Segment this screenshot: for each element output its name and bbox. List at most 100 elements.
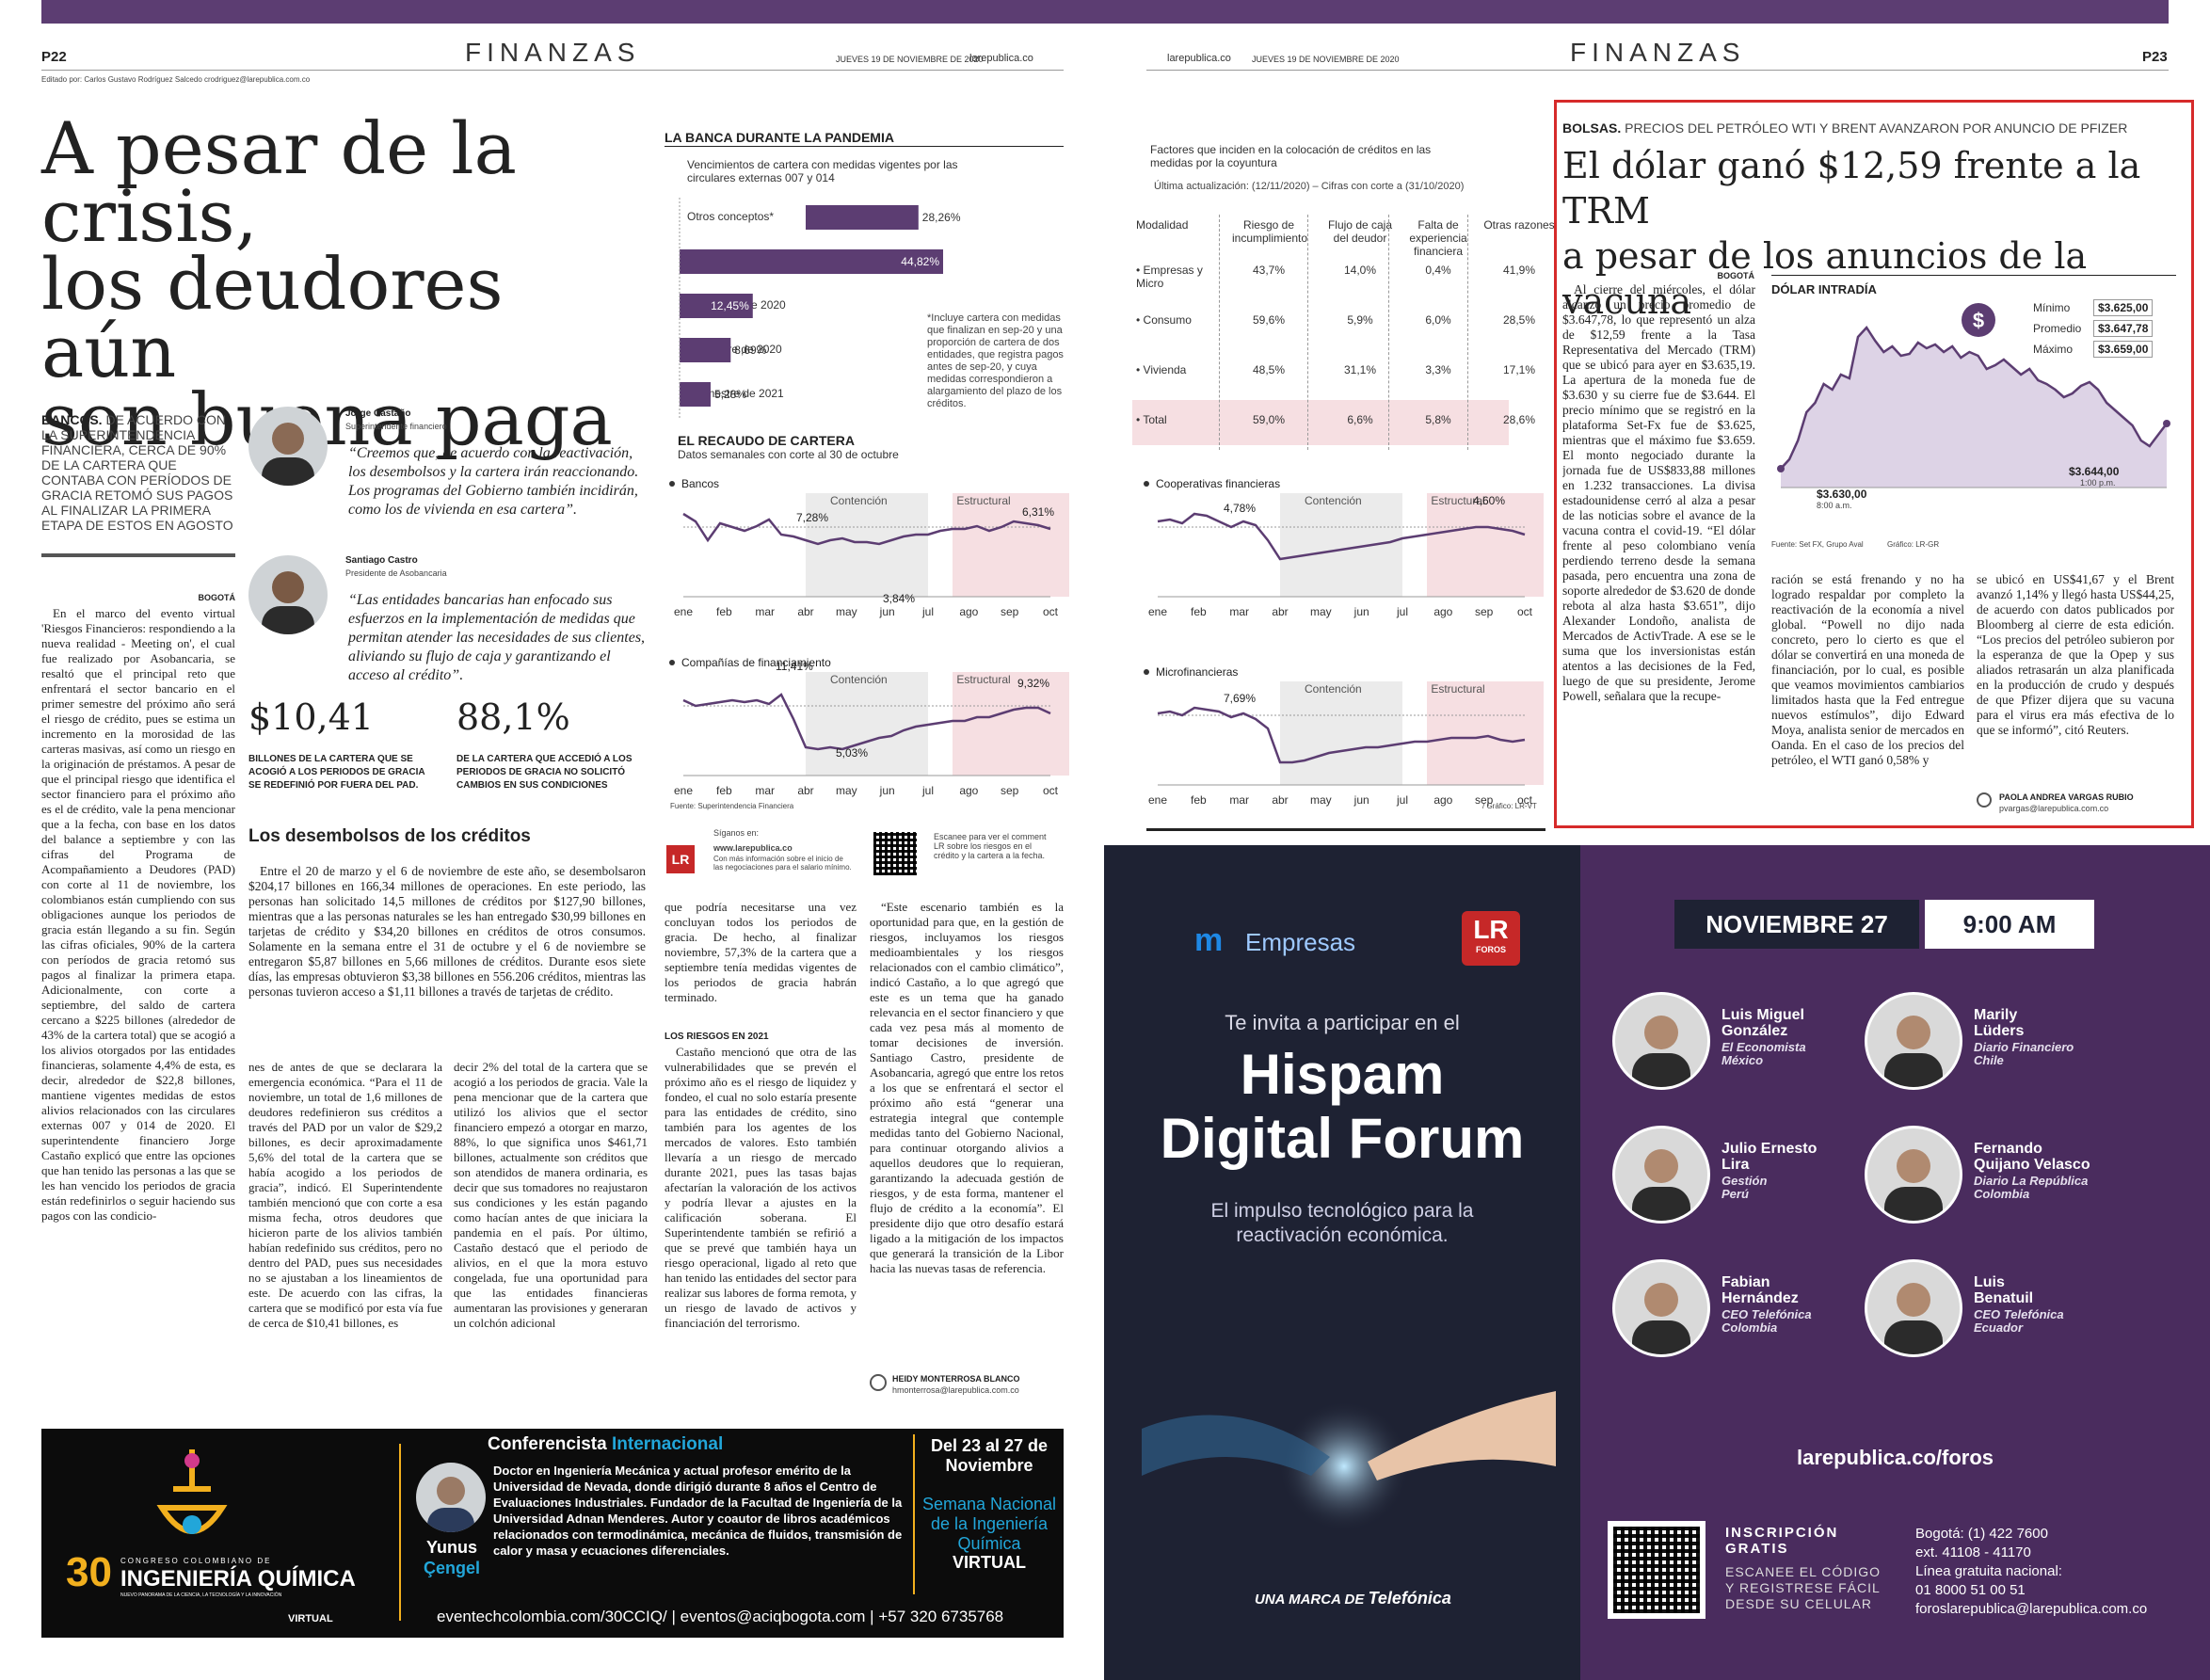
month-tick-label: abr [1272,793,1288,807]
open-point [1777,465,1785,472]
lr-logo-icon: LR [666,845,695,873]
bar-value-label: 28,26% [922,211,961,224]
month-tick-label: ago [959,605,978,618]
speaker-name: Fabian Hernández [1722,1274,1799,1306]
close-time: 1:00 p.m. [2080,478,2116,488]
zone-contencion [806,493,928,597]
article1-col5b: Castaño mencionó que otra de las vulnera… [665,1045,857,1399]
lede-line: GRACIA RETOMÓ SUS PAGOS [41,488,233,503]
forum-title-line: Hispam [1240,1043,1445,1106]
line-chart-recaudo-right: Contención Estructural Cooperativas financ… [1144,477,1544,807]
follow-site[interactable]: www.larepublica.co [713,843,793,853]
forum-brand: Empresas [1245,928,1356,956]
speaker-first: Yunus [425,1538,477,1557]
table-header: Otras razones [1483,218,1555,232]
paragraph: que podría necesitarse una vez concluyan… [665,900,857,1004]
congreso-phone[interactable]: +57 320 6735768 [878,1608,1004,1625]
bar [680,338,731,362]
chemistry-logo-icon [156,1449,228,1534]
heading-accent: Internacional [611,1434,724,1454]
congreso-heading: Conferencista Internacional [488,1434,723,1455]
forum-contact[interactable]: Bogotá: (1) 422 7600 ext. 41108 - 41170 … [1915,1525,2147,1619]
dolar-credit: Gráfico: LR-GR [1887,540,1940,549]
month-tick-label: jun [879,605,895,618]
scan-line: DESDE SU CELULAR [1725,1596,1873,1611]
table-cell: 28,6% [1502,413,1536,426]
data-label: 3,84% [883,592,915,605]
table-cell: • Consumo [1136,313,1192,327]
panel-title: Bancos [681,477,719,490]
dolar-chart-title: DÓLAR INTRADÍA [1771,282,1877,296]
forum-powered: UNA MARCA DE Telefónica [1255,1589,1451,1608]
paragraph: En el marco del evento virtual 'Riesgos … [41,606,235,1223]
article1-col1: En el marco del evento virtual 'Riesgos … [41,606,235,1399]
congreso-links[interactable]: eventechcolombia.com/30CCIQ/ | eventos@a… [437,1608,1004,1625]
dolar-intraday-chart: $ [1777,303,2170,488]
article1-headline: A pesar de la crisis, los deudores aún s… [41,113,644,456]
article2-kicker: BOLSAS. [1562,120,1622,136]
month-tick-label: may [1310,793,1332,807]
movistar-m-icon: m [1194,922,1224,958]
congreso-number: 30 [66,1549,112,1595]
hispam-forum-ad[interactable]: m Empresas LR FOROS Te invita a particip… [1104,845,2210,1680]
top-color-bar [41,0,2169,24]
article1-col4: decir 2% del total de la cartera que se … [454,1060,648,1399]
panel-title: Compañías de financiamiento [681,656,831,669]
line-chart-recaudo-left: Contención Estructural Bancos ene feb mar abr m… [669,477,1069,797]
article2-kicker-line: BOLSAS. PRECIOS DEL PETRÓLEO WTI Y BRENT… [1562,120,2127,136]
forum-subtitle-line: reactivación económica. [1236,1224,1449,1246]
speaker-org: El Economista México [1722,1040,1806,1067]
forum-url[interactable]: larepublica.co/foros [1796,1446,1994,1469]
article2-headline: El dólar ganó $12,59 frente a la TRM a p… [1562,143,2210,324]
qr-code-icon[interactable] [873,832,917,875]
congreso-ad[interactable]: 30 CONGRESO COLOMBIANO DE INGENIERÍA QUÍ… [41,1429,1064,1638]
zone-label: Contención [1305,682,1362,696]
lr-foros-logo-icon: LR FOROS [1462,911,1520,966]
congreso-email[interactable]: eventos@aciqbogota.com [680,1608,866,1625]
paragraph: Castaño mencionó que otra de las vulnera… [665,1045,857,1330]
bar [680,382,711,407]
month-tick-label: feb [716,605,732,618]
bullet [669,481,675,487]
chart-banca-title: LA BANCA DURANTE LA PANDEMIA [665,130,894,145]
table-cell: 28,5% [1502,313,1536,327]
contact-line: Bogotá: (1) 422 7600 [1915,1526,2048,1542]
page-number-left: P22 [41,49,67,65]
bullet [1144,669,1149,675]
site-right[interactable]: larepublica.co [1167,53,1231,64]
dolar-source: Fuente: Set FX, Grupo Aval [1771,540,1864,549]
stat-label: Máximo [2033,343,2074,356]
data-label: 6,31% [1022,505,1054,519]
chart-rule [665,146,1064,147]
place-kicker: BOGOTÁ [198,593,236,602]
congreso-link[interactable]: eventechcolombia.com/30CCIQ/ [437,1608,667,1625]
zone-label: Contención [830,494,888,507]
stat-value: $3.659,00 [2093,341,2154,358]
contact-email[interactable]: foroslarepublica@larepublica.com.co [1915,1601,2148,1617]
scan-line: Y REGISTRESE FÁCIL [1725,1580,1881,1595]
zone-label: Estructural [956,494,1010,507]
open-value: $3.630,00 [1817,488,1867,501]
article2-col3: se ubicó en US$41,67 y el Brent avanzó 1… [1977,572,2174,787]
month-tick-label: abr [797,605,813,618]
article1-byline-email[interactable]: hmonterrosa@larepublica.com.co [892,1385,1019,1395]
congreso-brand: INGENIERÍA QUÍMICA [120,1566,356,1592]
chart-banca-subtitle: Vencimientos de cartera con medidas vige… [687,158,958,184]
speaker-avatar [416,1463,486,1532]
month-tick-label: feb [1191,605,1207,618]
article2-byline-email[interactable]: pvargas@larepublica.com.co [1999,804,2109,813]
envelope-icon [1977,792,1992,808]
table-cell: 3,3% [1425,363,1451,376]
dateline-left: JUEVES 19 DE NOVIEMBRE DE 2020 [836,55,984,64]
month-tick-label: abr [1272,605,1288,618]
month-tick-label: ago [1433,605,1452,618]
avatar [248,407,328,486]
site-left[interactable]: larepublica.co [969,53,1033,64]
forum-qr-code-icon[interactable] [1608,1521,1706,1619]
stat1-caption: BILLONES DE LA CARTERA QUE SE ACOGIÓ A L… [248,754,425,791]
total-row-bg [1132,400,1509,445]
open-time: 8:00 a.m. [1817,501,1852,510]
close-value: $3.644,00 [2069,465,2120,478]
dolar-stat-row: Máximo $3.659,00 [2033,341,2174,360]
month-tick-label: oct [1517,605,1533,618]
